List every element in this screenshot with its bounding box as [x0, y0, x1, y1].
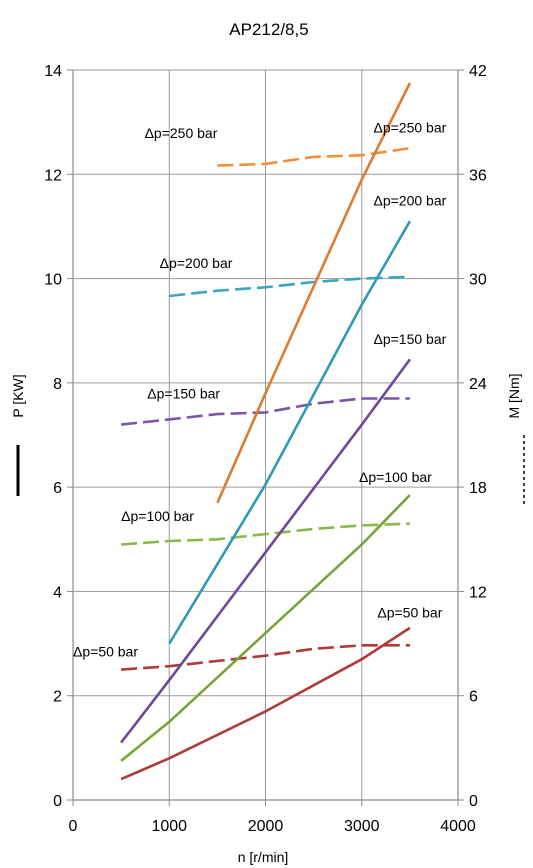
left-axis-label-group: P [KW]: [10, 374, 26, 496]
torque-series-line: [217, 146, 411, 167]
series-annotation-label: Δp=250 bar: [145, 125, 218, 141]
power-series-line: [216, 82, 412, 504]
torque-series-line: [120, 397, 410, 426]
y-right-tick-label: 12: [469, 584, 487, 601]
y-right-tick-label: 36: [469, 167, 487, 184]
x-tick-label: 2000: [248, 818, 284, 835]
right-axis-label: M [Nm]: [506, 373, 522, 418]
series-annotation-label: Δp=100 bar: [121, 508, 194, 524]
series-annotation-label: Δp=50 bar: [73, 644, 138, 660]
torque-series-line: [169, 275, 410, 298]
y-left-tick-label: 12: [44, 167, 62, 184]
x-tick-label: 1000: [151, 818, 187, 835]
series-annotation-label: Δp=200 bar: [160, 255, 233, 271]
y-right-tick-label: 6: [469, 689, 478, 706]
series-annotation-label: Δp=200 bar: [373, 193, 446, 209]
power-series-line: [120, 494, 411, 762]
y-left-tick-label: 6: [53, 480, 62, 497]
torque-series-line: [121, 522, 410, 546]
series-annotation-label: Δp=250 bar: [373, 120, 446, 136]
right-axis-label-group: M [Nm]: [506, 373, 525, 506]
power-series-line: [168, 220, 412, 645]
series-annotation-label: Δp=50 bar: [377, 605, 442, 621]
y-right-tick-label: 42: [469, 63, 487, 80]
y-left-tick-label: 10: [44, 272, 62, 289]
series-annotation-label: Δp=150 bar: [373, 331, 446, 347]
axes: [67, 69, 464, 806]
x-axis-label: n [r/min]: [238, 849, 289, 865]
series-annotations: Δp=250 bar Δp=250 bar Δp=200 bar Δp=200 bar…: [73, 120, 447, 660]
grid: [73, 69, 458, 800]
tick-labels: 0 1000 2000 3000 400002468101214061218243036…: [44, 63, 487, 835]
left-axis-label: P [KW]: [10, 374, 26, 417]
y-right-tick-label: 0: [469, 793, 478, 810]
chart-title: AP212/8,5: [229, 20, 308, 39]
x-tick-label: 3000: [344, 818, 380, 835]
y-left-tick-label: 0: [53, 793, 62, 810]
y-right-tick-label: 18: [469, 480, 487, 497]
power-series-line: [120, 358, 411, 744]
y-left-tick-label: 2: [53, 689, 62, 706]
y-left-tick-label: 8: [53, 376, 62, 393]
series-annotation-label: Δp=150 bar: [147, 386, 220, 402]
power-series-line: [120, 626, 411, 781]
torque-series-group: [120, 146, 411, 671]
y-left-tick-label: 4: [53, 584, 62, 601]
power-series-group: [120, 82, 412, 781]
x-tick-label: 0: [69, 818, 78, 835]
x-tick-label: 4000: [440, 818, 476, 835]
y-right-tick-label: 24: [469, 376, 487, 393]
series-annotation-label: Δp=100 bar: [359, 469, 432, 485]
torque-series-line: [121, 644, 410, 671]
y-right-tick-label: 30: [469, 272, 487, 289]
y-left-tick-label: 14: [44, 63, 62, 80]
